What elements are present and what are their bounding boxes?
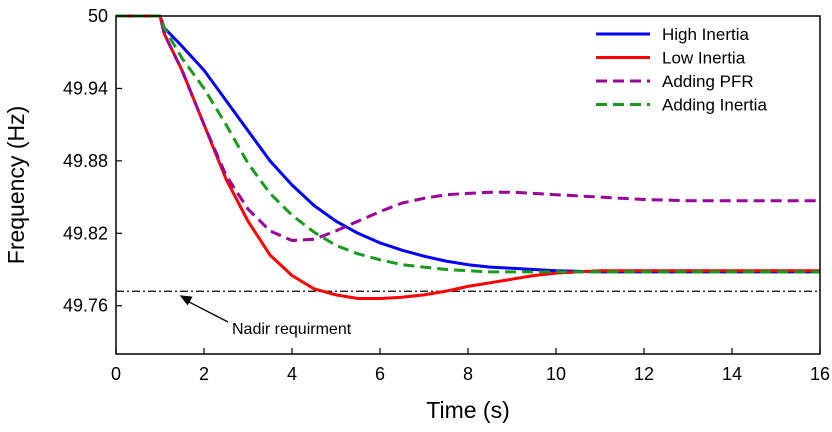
x-axis-ticks: 0 2 4 6 8 10 12 14 16 bbox=[111, 348, 830, 384]
y-axis-title: Frequency (Hz) bbox=[3, 106, 29, 264]
nadir-annotation-label: Nadir requirment bbox=[232, 321, 352, 338]
x-tick-label: 6 bbox=[375, 364, 385, 384]
y-tick-label: 49.94 bbox=[63, 78, 108, 98]
series-line-adding-inertia bbox=[116, 14, 820, 274]
y-tick-label: 49.88 bbox=[63, 151, 108, 171]
x-tick-label: 2 bbox=[199, 364, 209, 384]
x-tick-label: 0 bbox=[111, 364, 121, 384]
y-tick-label: 49.76 bbox=[63, 296, 108, 316]
y-tick-label: 50 bbox=[88, 6, 108, 26]
nadir-arrow-head-icon bbox=[179, 295, 193, 306]
x-tick-label: 12 bbox=[634, 364, 654, 384]
x-tick-label: 14 bbox=[722, 364, 742, 384]
x-axis-title: Time (s) bbox=[426, 397, 509, 423]
series-line-adding-pfr bbox=[116, 14, 820, 242]
legend-label: High Inertia bbox=[662, 25, 749, 44]
nadir-arrow bbox=[185, 299, 229, 323]
legend: High Inertia Low Inertia Adding PFR Adding … bbox=[596, 25, 767, 115]
legend-label: Adding PFR bbox=[662, 72, 754, 91]
legend-label: Low Inertia bbox=[662, 49, 746, 68]
x-tick-label: 4 bbox=[287, 364, 297, 384]
legend-label: Adding Inertia bbox=[662, 96, 767, 115]
x-tick-label: 16 bbox=[810, 364, 830, 384]
nadir-annotation: Nadir requirment bbox=[179, 295, 352, 338]
y-axis-ticks: 49.76 49.82 49.88 49.94 50 bbox=[63, 6, 122, 316]
x-tick-label: 10 bbox=[546, 364, 566, 384]
plot-lines bbox=[116, 14, 820, 300]
x-tick-label: 8 bbox=[463, 364, 473, 384]
y-tick-label: 49.82 bbox=[63, 223, 108, 243]
